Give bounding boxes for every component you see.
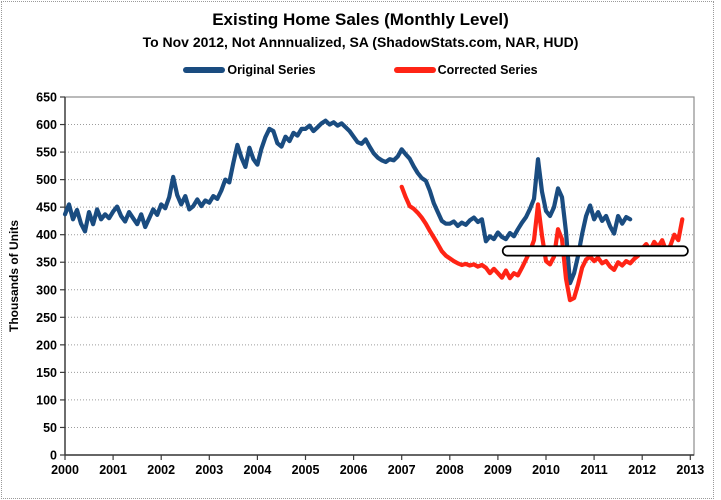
y-tick-label: 550 [36,146,57,160]
original-series-line [62,118,633,286]
plot-border [64,96,695,456]
x-tick-label: 2013 [676,463,704,477]
legend-label-corrected: Corrected Series [437,63,538,77]
y-tick-label: 300 [36,283,57,297]
legend-item-original: Original Series [183,63,316,77]
x-tick-label: 2000 [51,463,79,477]
y-tick-label: 650 [36,91,57,105]
original-series-swatch [183,67,226,73]
x-tick-label: 2012 [628,463,656,477]
x-tick-label: 2002 [147,463,175,477]
y-tick-label: 600 [36,118,57,132]
legend-label-original: Original Series [227,63,316,77]
x-tick-label: 2004 [243,463,271,477]
x-tick-label: 2011 [581,463,608,477]
y-tick-label: 450 [36,201,57,215]
y-tick-label: 250 [36,311,57,325]
chart-title: Existing Home Sales (Monthly Level) [212,10,509,29]
x-tick-label: 2001 [99,463,127,477]
x-tick-label: 2008 [436,463,464,477]
x-tick-label: 2005 [292,463,320,477]
legend: Original Series Corrected Series [0,63,721,77]
y-tick-label: 200 [36,338,57,352]
x-tick-label: 2010 [532,463,560,477]
legend-item-corrected: Corrected Series [393,63,538,77]
corrected-series-line [399,184,685,303]
y-tick-label: 150 [36,366,57,380]
y-tick-label: 50 [43,421,57,435]
y-axis-title: Thousands of Units [7,220,21,332]
chart-subtitle: To Nov 2012, Not Annnualized, SA (Shadow… [142,34,579,50]
x-tick-label: 2009 [484,463,512,477]
flat-trend-bar [501,245,689,257]
corrected-series-swatch [393,67,436,73]
x-tick-label: 2006 [340,463,368,477]
y-tick-label: 0 [50,449,57,463]
y-tick-label: 350 [36,256,57,270]
y-tick-label: 500 [36,173,57,187]
x-tick-label: 2007 [388,463,416,477]
y-tick-label: 100 [36,393,57,407]
x-tick-label: 2003 [195,463,223,477]
y-tick-label: 400 [36,228,57,242]
